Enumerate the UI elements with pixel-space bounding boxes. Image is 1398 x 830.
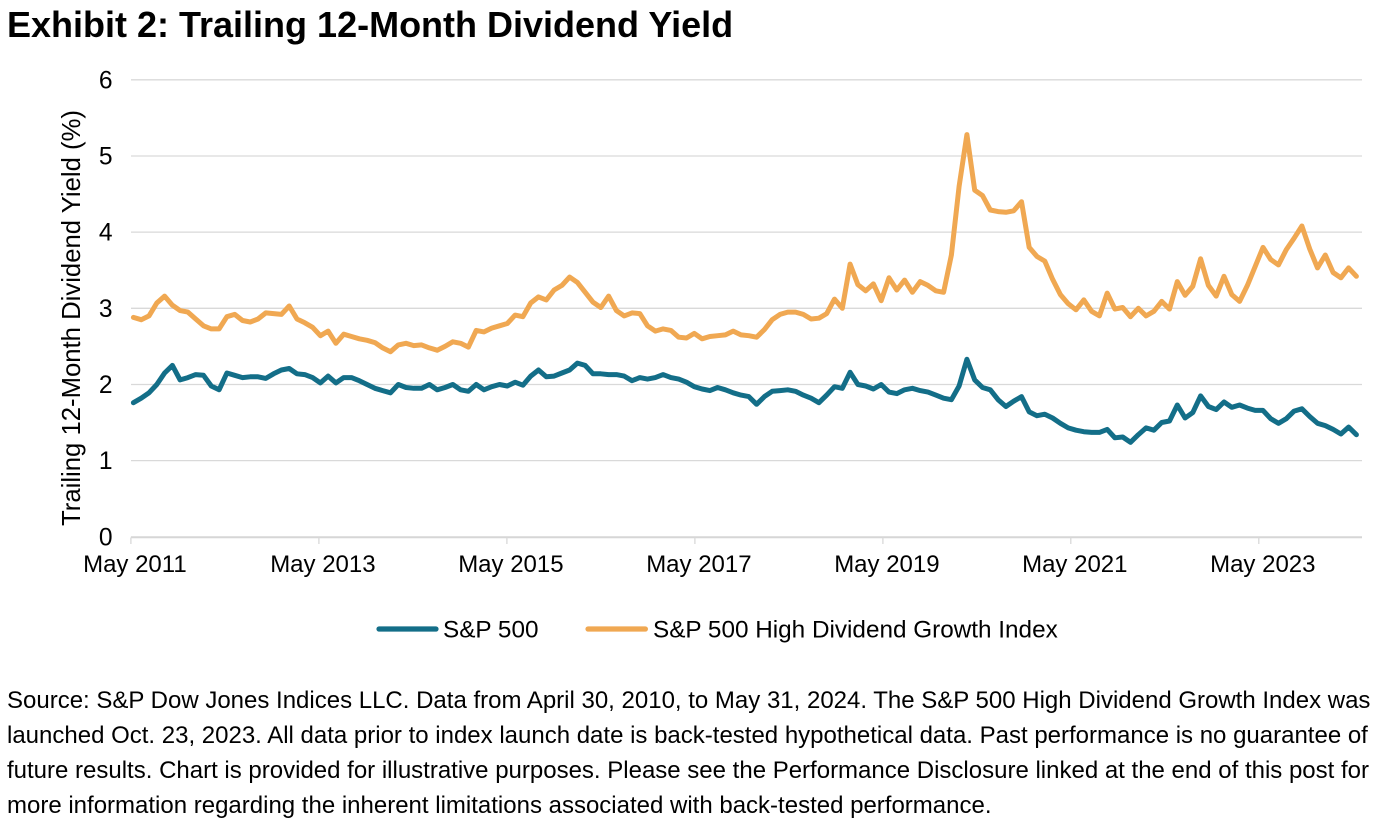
svg-text:5: 5 (99, 144, 113, 171)
svg-text:2: 2 (99, 372, 113, 399)
svg-text:0: 0 (99, 524, 113, 551)
svg-text:May 2017: May 2017 (646, 551, 751, 578)
svg-text:S&P 500: S&P 500 (443, 617, 538, 644)
svg-text:Trailing 12-Month Dividend Yie: Trailing 12-Month Dividend Yield (%) (58, 110, 86, 526)
svg-text:6: 6 (99, 67, 113, 94)
svg-text:May 2015: May 2015 (458, 551, 563, 578)
svg-text:May 2019: May 2019 (834, 551, 939, 578)
svg-text:May 2021: May 2021 (1022, 551, 1127, 578)
svg-text:May 2011: May 2011 (83, 551, 187, 578)
svg-text:S&P 500 High Dividend Growth I: S&P 500 High Dividend Growth Index (653, 617, 1058, 644)
svg-text:May 2023: May 2023 (1210, 551, 1315, 578)
svg-text:3: 3 (99, 296, 113, 323)
svg-text:1: 1 (99, 448, 113, 475)
svg-text:May 2013: May 2013 (270, 551, 375, 578)
svg-text:4: 4 (99, 220, 113, 247)
